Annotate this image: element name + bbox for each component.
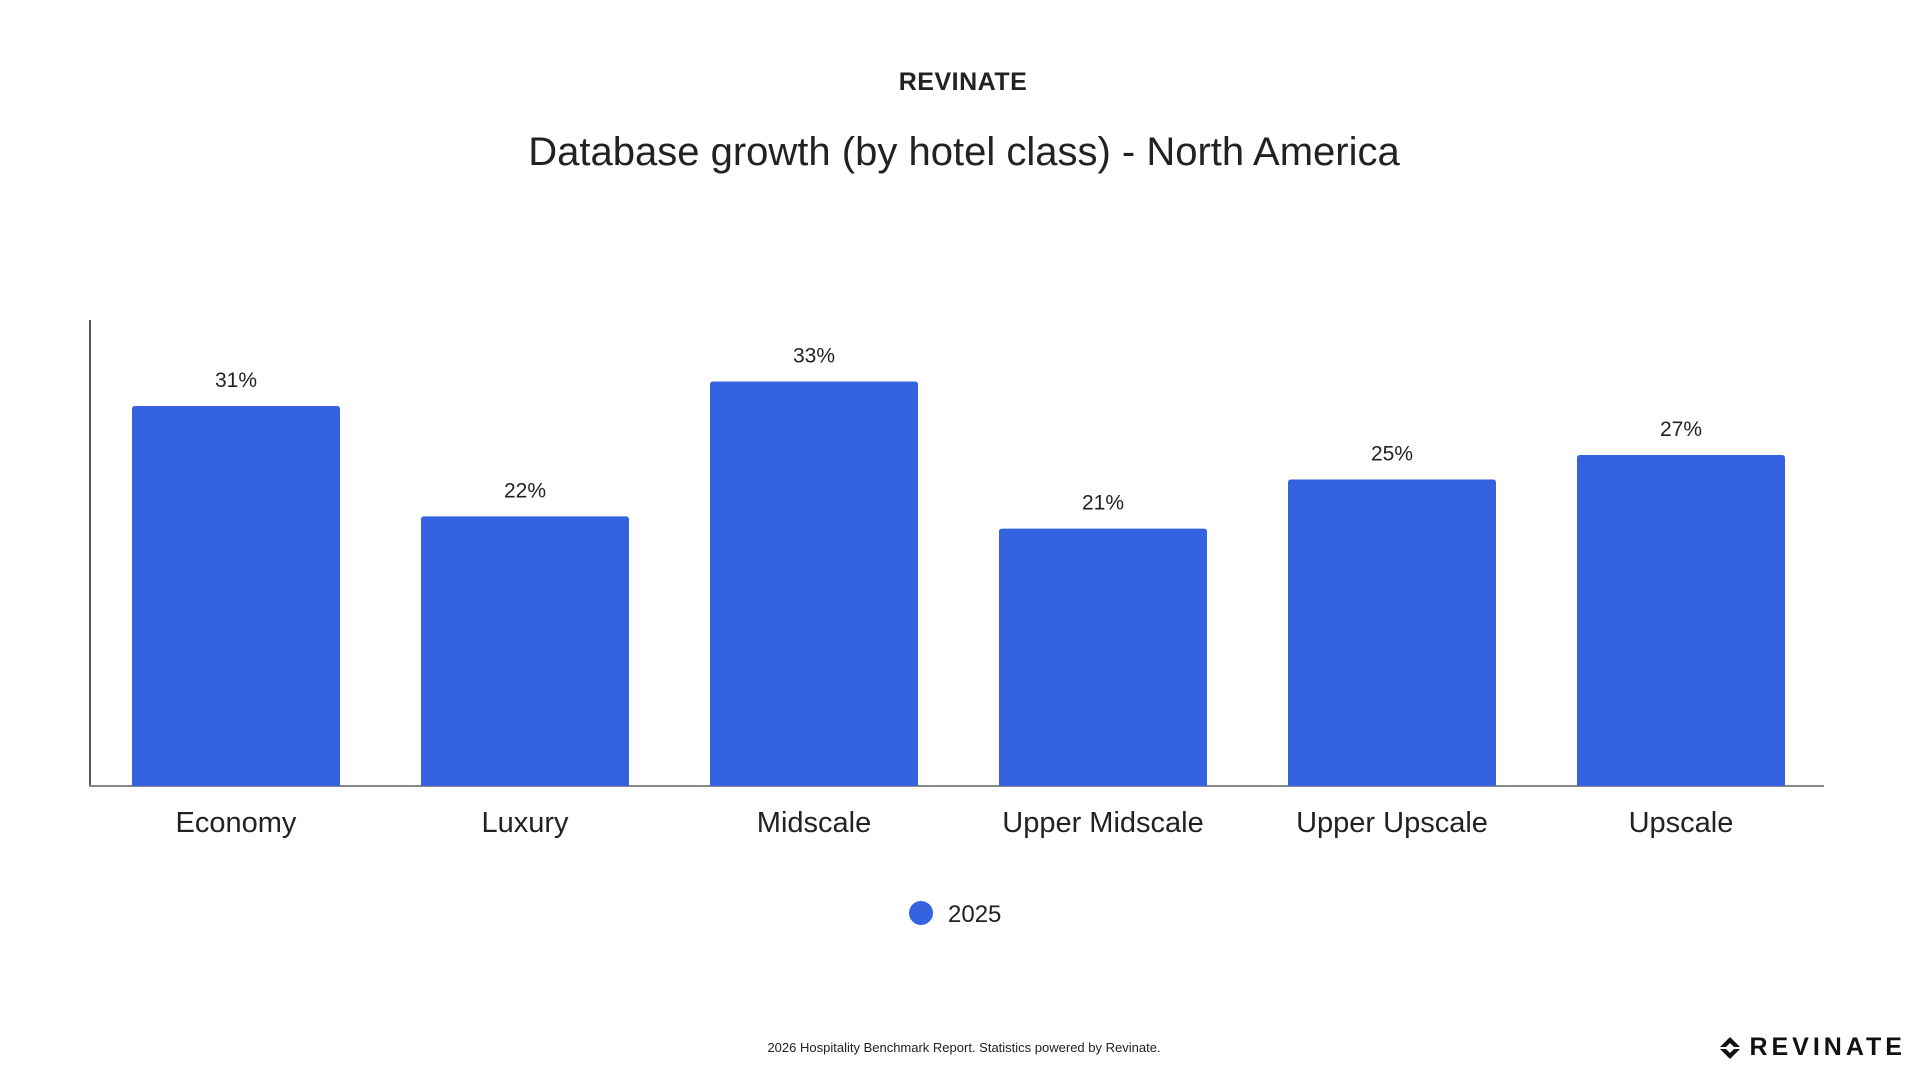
data-label-upper-upscale: 25% [1371, 443, 1413, 466]
bar-upper-midscale [999, 528, 1207, 786]
x-tick-label-upper-upscale: Upper Upscale [1296, 807, 1488, 839]
legend-label-2025: 2025 [948, 901, 1001, 928]
x-tick-label-luxury: Luxury [481, 807, 569, 839]
bar-group [132, 381, 1785, 786]
data-label-luxury: 22% [504, 479, 546, 502]
chart-axes [89, 320, 1824, 787]
footer-logo: REVINATE [1719, 1033, 1906, 1062]
data-label-midscale: 33% [793, 344, 835, 367]
x-tick-label-midscale: Midscale [757, 807, 871, 839]
bar-upper-upscale [1288, 479, 1496, 786]
data-label-economy: 31% [215, 369, 257, 392]
footer-logo-text: REVINATE [1749, 1033, 1906, 1061]
revinate-logo-icon [1720, 1036, 1741, 1059]
bar-economy [132, 406, 340, 786]
x-tick-label-group: Economy Luxury Midscale Upper Midscale Upper… [176, 807, 1734, 839]
bar-upscale [1577, 455, 1785, 786]
data-label-upscale: 27% [1660, 418, 1702, 441]
brand-header: REVINATE [898, 68, 1028, 96]
bar-luxury [421, 516, 629, 786]
data-label-group: 31% 22% 33% 21% 25% 27% [215, 344, 1702, 514]
x-tick-label-upper-midscale: Upper Midscale [1002, 807, 1203, 839]
x-tick-label-upscale: Upscale [1629, 807, 1734, 839]
legend-swatch-2025 [909, 901, 933, 925]
x-tick-label-economy: Economy [176, 807, 297, 839]
chart-title: Database growth (by hotel class) - North… [528, 130, 1400, 174]
legend: 2025 [909, 901, 1001, 928]
bar-midscale [710, 381, 918, 786]
data-label-upper-midscale: 21% [1082, 492, 1124, 515]
footer-note: 2026 Hospitality Benchmark Report. Stati… [767, 1040, 1161, 1055]
